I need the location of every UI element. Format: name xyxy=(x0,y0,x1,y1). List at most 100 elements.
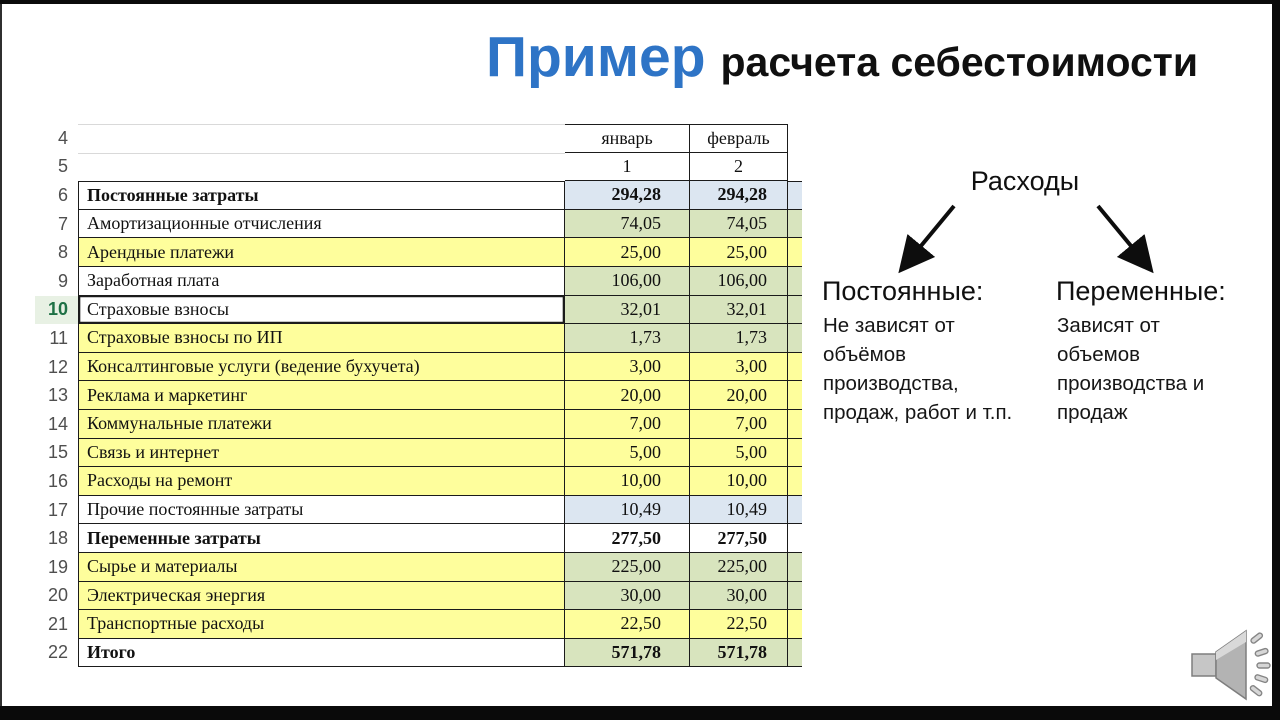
value-cell-feb: 7,00 xyxy=(690,409,788,439)
table-index-row: 5 1 2 xyxy=(35,152,802,182)
fixed-costs-description: Не зависят от объёмов производства, прод… xyxy=(823,314,1013,424)
label-cell: Итого xyxy=(78,638,565,668)
label-cell: Арендные платежи xyxy=(78,238,565,267)
next-column-sliver xyxy=(788,124,802,153)
label-cell: Связь и интернет xyxy=(78,438,565,468)
next-column-sliver xyxy=(788,209,802,239)
value-cell-jan: 5,00 xyxy=(565,438,690,468)
label-cell: Реклама и маркетинг xyxy=(78,381,565,410)
month-header-feb: февраль xyxy=(690,124,788,153)
title-rest: расчета себестоимости xyxy=(720,39,1199,85)
label-cell xyxy=(78,124,565,153)
value-cell-feb: 3,00 xyxy=(690,352,788,382)
value-cell-jan: 106,00 xyxy=(565,266,690,296)
value-cell-feb: 25,00 xyxy=(690,238,788,267)
value-cell-jan: 22,50 xyxy=(565,610,690,639)
row-number: 20 xyxy=(47,585,68,606)
value-cell-feb: 10,00 xyxy=(690,467,788,496)
value-cell-feb: 5,00 xyxy=(690,438,788,468)
value-cell-jan: 294,28 xyxy=(565,181,690,210)
value-cell-feb: 20,00 xyxy=(690,381,788,410)
title-highlight: Пример xyxy=(486,25,706,89)
label-cell: Консалтинговые услуги (ведение бухучета) xyxy=(78,352,565,382)
value-cell-feb: 294,28 xyxy=(690,181,788,210)
row-number: 19 xyxy=(47,556,68,577)
table-row: 20 Электрическая энергия 30,00 30,00 xyxy=(35,581,802,611)
table-row: 6 Постоянные затраты 294,28 294,28 xyxy=(35,181,802,210)
column-index-feb: 2 xyxy=(690,152,788,182)
value-cell-feb: 30,00 xyxy=(690,581,788,611)
next-column-sliver xyxy=(788,153,802,182)
table-row: 22 Итого 571,78 571,78 xyxy=(35,638,802,668)
value-cell-jan: 20,00 xyxy=(565,381,690,410)
value-cell-jan: 10,49 xyxy=(565,495,690,525)
row-number: 9 xyxy=(57,270,68,291)
value-cell-feb: 106,00 xyxy=(690,266,788,296)
table-row: 21 Транспортные расходы 22,50 22,50 xyxy=(35,610,802,639)
row-number: 12 xyxy=(47,356,68,377)
arrow-to-fixed xyxy=(898,204,956,274)
table-row: 16 Расходы на ремонт 10,00 10,00 xyxy=(35,467,802,496)
fixed-costs-heading: Постоянные: xyxy=(822,276,984,306)
table-row: 18 Переменные затраты 277,50 277,50 xyxy=(35,524,802,553)
next-column-sliver xyxy=(788,181,802,210)
label-cell: Электрическая энергия xyxy=(78,581,565,611)
next-column-sliver xyxy=(788,438,802,468)
value-cell-feb: 74,05 xyxy=(690,209,788,239)
value-cell-jan: 74,05 xyxy=(565,209,690,239)
column-index-jan: 1 xyxy=(565,152,690,182)
label-cell: Коммунальные платежи xyxy=(78,409,565,439)
next-column-sliver xyxy=(788,238,802,267)
value-cell-jan: 277,50 xyxy=(565,524,690,553)
value-cell-feb: 277,50 xyxy=(690,524,788,553)
next-column-sliver xyxy=(788,581,802,611)
label-cell xyxy=(78,152,565,182)
table-row: 15 Связь и интернет 5,00 5,00 xyxy=(35,438,802,468)
value-cell-jan: 3,00 xyxy=(565,352,690,382)
value-cell-jan: 7,00 xyxy=(565,409,690,439)
row-number: 16 xyxy=(47,470,68,491)
spreadsheet-rows: 6 Постоянные затраты 294,28 294,28 7 Амортиза… xyxy=(35,181,802,668)
value-cell-jan: 32,01 xyxy=(565,295,690,325)
row-number: 8 xyxy=(57,242,68,263)
next-column-sliver xyxy=(788,295,802,325)
next-column-sliver xyxy=(788,352,802,382)
label-cell: Постоянные затраты xyxy=(78,181,565,210)
value-cell-feb: 1,73 xyxy=(690,324,788,353)
value-cell-feb: 22,50 xyxy=(690,610,788,639)
row-number: 11 xyxy=(49,327,68,348)
next-column-sliver xyxy=(788,552,802,582)
table-row: 10 Страховые взносы 32,01 32,01 xyxy=(35,295,802,325)
label-cell: Переменные затраты xyxy=(78,524,565,553)
row-number: 10 xyxy=(35,295,78,325)
month-header-jan: январь xyxy=(565,124,690,153)
value-cell-feb: 571,78 xyxy=(690,638,788,668)
letterbox-left xyxy=(0,0,2,720)
letterbox-bottom xyxy=(0,706,1280,720)
arrow-to-variable xyxy=(1096,204,1154,274)
value-cell-jan: 10,00 xyxy=(565,467,690,496)
table-row: 9 Заработная плата 106,00 106,00 xyxy=(35,266,802,296)
diagram-arrows xyxy=(898,204,1154,274)
variable-costs-heading: Переменные: xyxy=(1056,276,1226,306)
table-row: 14 Коммунальные платежи 7,00 7,00 xyxy=(35,409,802,439)
value-cell-jan: 571,78 xyxy=(565,638,690,668)
row-number: 13 xyxy=(47,385,68,406)
next-column-sliver xyxy=(788,524,802,553)
letterbox-right xyxy=(1272,0,1280,720)
next-column-sliver xyxy=(788,638,802,668)
row-number: 4 xyxy=(57,127,68,148)
row-number: 15 xyxy=(47,442,68,463)
next-column-sliver xyxy=(788,266,802,296)
value-cell-feb: 225,00 xyxy=(690,552,788,582)
value-cell-feb: 10,49 xyxy=(690,495,788,525)
table-row: 19 Сырье и материалы 225,00 225,00 xyxy=(35,552,802,582)
row-number: 22 xyxy=(47,642,68,663)
spreadsheet: 4 январь февраль 5 1 2 6 Постоянные затра… xyxy=(35,124,802,668)
table-row: 7 Амортизационные отчисления 74,05 74,05 xyxy=(35,209,802,239)
row-number: 7 xyxy=(57,213,68,234)
next-column-sliver xyxy=(788,610,802,639)
speaker-audio-icon[interactable] xyxy=(1186,622,1272,706)
value-cell-jan: 25,00 xyxy=(565,238,690,267)
